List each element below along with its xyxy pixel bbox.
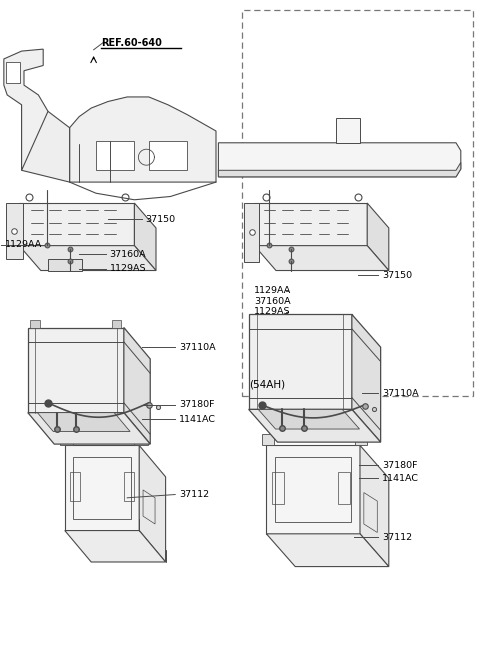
Polygon shape (30, 320, 40, 328)
Text: 1129AA: 1129AA (5, 240, 42, 250)
Polygon shape (360, 445, 389, 567)
Polygon shape (96, 141, 134, 170)
Polygon shape (28, 413, 150, 444)
Text: 37180F: 37180F (382, 460, 418, 470)
Polygon shape (22, 105, 70, 182)
Text: 37112: 37112 (179, 490, 209, 499)
Bar (242, 10, 473, 396)
Polygon shape (65, 531, 166, 562)
Text: 1141AC: 1141AC (382, 474, 419, 483)
Polygon shape (19, 203, 134, 246)
Polygon shape (258, 409, 360, 429)
Polygon shape (266, 534, 389, 567)
Text: 37110A: 37110A (179, 343, 216, 352)
Polygon shape (149, 141, 187, 170)
Polygon shape (254, 246, 389, 271)
Polygon shape (124, 328, 150, 444)
Polygon shape (112, 320, 121, 328)
Polygon shape (244, 203, 259, 262)
Polygon shape (70, 97, 216, 182)
Text: 37160A: 37160A (109, 250, 146, 259)
Polygon shape (218, 162, 461, 177)
Text: 37180F: 37180F (179, 400, 215, 409)
Polygon shape (28, 328, 124, 413)
Text: (54AH): (54AH) (250, 380, 286, 390)
Text: 37160A: 37160A (254, 297, 291, 306)
Text: 37150: 37150 (145, 215, 176, 224)
Polygon shape (134, 434, 148, 445)
Polygon shape (6, 62, 20, 83)
Polygon shape (4, 49, 48, 170)
Text: REF.60-640: REF.60-640 (101, 37, 162, 48)
Text: 1129AS: 1129AS (109, 264, 146, 273)
Polygon shape (355, 434, 367, 445)
Polygon shape (37, 413, 130, 432)
Text: 1129AA: 1129AA (254, 286, 292, 295)
Polygon shape (336, 118, 360, 143)
Polygon shape (139, 445, 166, 562)
Polygon shape (266, 445, 360, 534)
Polygon shape (249, 409, 381, 442)
Text: 37110A: 37110A (382, 388, 419, 398)
Polygon shape (19, 246, 156, 271)
Text: 37150: 37150 (382, 271, 412, 280)
Polygon shape (60, 434, 73, 445)
Polygon shape (254, 203, 367, 246)
Text: 37112: 37112 (382, 533, 412, 542)
Polygon shape (367, 203, 389, 271)
Polygon shape (6, 203, 23, 259)
Polygon shape (65, 445, 139, 531)
Polygon shape (134, 203, 156, 271)
Text: 1141AC: 1141AC (179, 415, 216, 424)
Polygon shape (48, 259, 82, 271)
Text: 1129AS: 1129AS (254, 307, 291, 316)
Polygon shape (352, 314, 381, 442)
Polygon shape (249, 314, 352, 409)
Polygon shape (262, 434, 274, 445)
Polygon shape (218, 143, 461, 177)
